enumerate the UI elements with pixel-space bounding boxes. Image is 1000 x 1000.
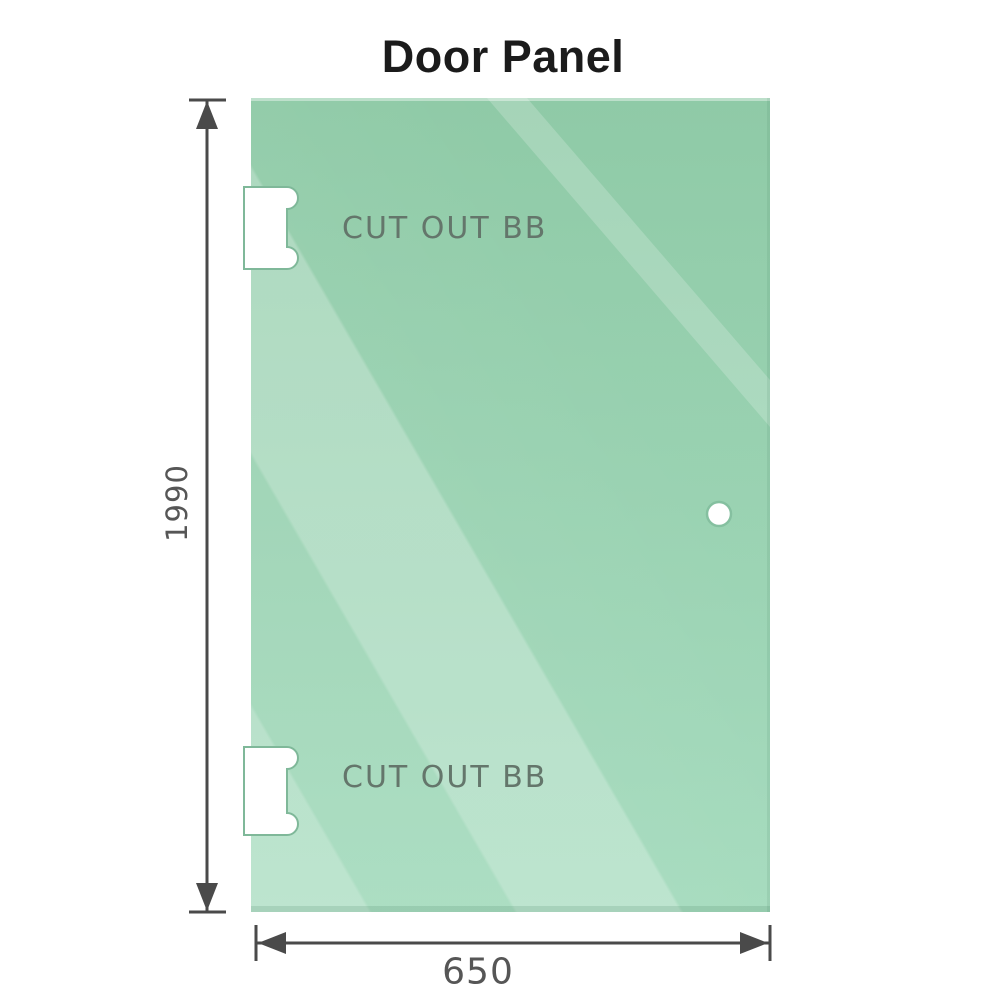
glass-right-edge-shade (767, 98, 770, 912)
glass-bottom-edge-shade (251, 906, 770, 912)
cutout-bottom-label: CUT OUT BB (342, 760, 548, 795)
width-dimension (254, 925, 772, 961)
arrow-left-head (258, 932, 286, 954)
glass-panel (243, 98, 770, 912)
cutout-top-label: CUT OUT BB (342, 211, 548, 246)
diagram-title: Door Panel (381, 31, 625, 82)
glass-top-edge-highlight (251, 98, 770, 101)
height-dimension-label: 1990 (160, 464, 194, 542)
hinge-cutout-bottom (243, 746, 299, 836)
arrow-down-head (196, 883, 218, 911)
handle-hole (705, 500, 733, 528)
arrow-up-head (196, 101, 218, 129)
glass-reflection-bands (251, 98, 770, 912)
height-dimension (189, 98, 226, 914)
glass-reflection-streak (487, 98, 770, 427)
arrow-right-head (740, 932, 768, 954)
width-dimension-label: 650 (442, 951, 514, 993)
hinge-cutout-top (243, 186, 299, 270)
